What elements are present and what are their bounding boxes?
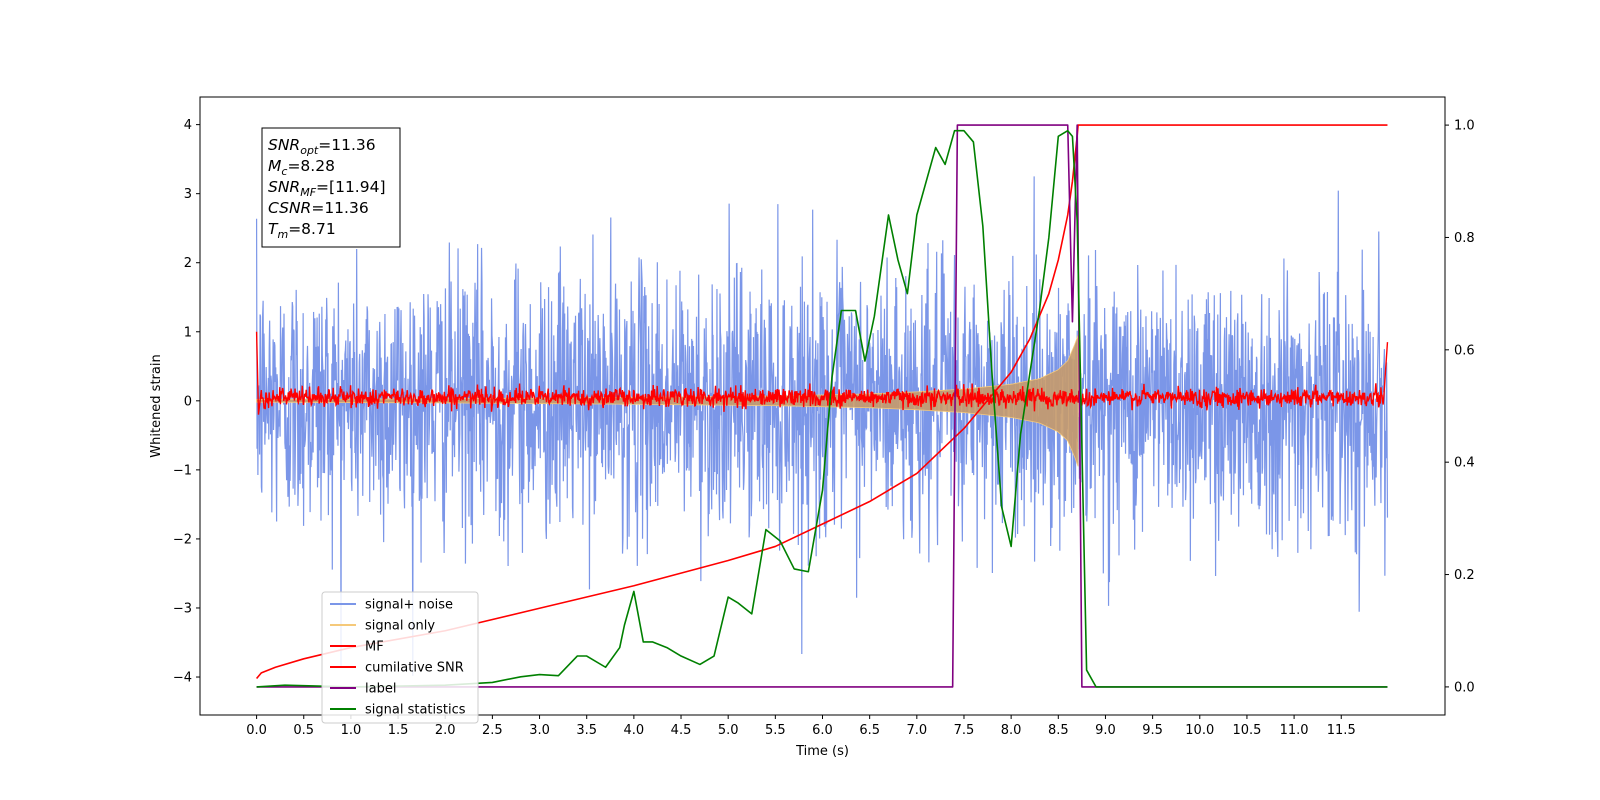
x-tick-label: 4.0 bbox=[624, 723, 645, 738]
annotation-line: Mc=8.28 bbox=[268, 157, 335, 178]
legend-entry-label: cumilative SNR bbox=[365, 661, 464, 676]
x-tick-label: 9.5 bbox=[1142, 723, 1163, 738]
y-left-tick-label: 4 bbox=[184, 118, 192, 133]
y-left-tick-label: −3 bbox=[173, 601, 192, 616]
x-tick-label: 1.5 bbox=[388, 723, 409, 738]
x-tick-label: 2.5 bbox=[482, 723, 503, 738]
annotation-box: SNRopt=11.36Mc=8.28SNRMF=[11.94]CSNR=11.… bbox=[261, 127, 401, 248]
x-tick-label: 0.5 bbox=[293, 723, 314, 738]
y-left-tick-label: −4 bbox=[173, 671, 192, 686]
y-right-tick-label: 0.0 bbox=[1454, 680, 1475, 695]
x-tick-label: 2.0 bbox=[435, 723, 456, 738]
x-tick-label: 9.0 bbox=[1095, 723, 1116, 738]
annotation-line: Tm=8.71 bbox=[268, 220, 336, 241]
series-signal-only bbox=[256, 335, 1079, 467]
annotation-line: CSNR=11.36 bbox=[268, 199, 369, 217]
y-left-tick-label: 0 bbox=[184, 394, 192, 409]
legend-entry-label: signal statistics bbox=[365, 703, 466, 718]
x-tick-label: 1.0 bbox=[341, 723, 362, 738]
y-left-tick-label: −2 bbox=[173, 532, 192, 547]
x-tick-label: 3.5 bbox=[576, 723, 597, 738]
y-left-tick-label: 2 bbox=[184, 256, 192, 271]
x-tick-label: 10.0 bbox=[1185, 723, 1214, 738]
x-tick-label: 6.0 bbox=[812, 723, 833, 738]
y-right-tick-label: 0.6 bbox=[1454, 343, 1475, 358]
y-right-tick-label: 0.2 bbox=[1454, 568, 1475, 583]
series-label bbox=[256, 124, 1388, 688]
x-tick-label: 10.5 bbox=[1232, 723, 1261, 738]
y-axis-label: Whitened strain bbox=[149, 354, 164, 457]
y-right-tick-label: 0.8 bbox=[1454, 231, 1475, 246]
series-mf bbox=[255, 331, 1389, 415]
y-axis-right: 1.0 0.8 0.6 0.4 0.2 0.0 bbox=[1445, 119, 1475, 695]
legend: signal+ noise signal only MF cumilative SNR… bbox=[321, 591, 479, 724]
x-tick-label: 8.5 bbox=[1048, 723, 1069, 738]
x-axis: 0.0 0.5 1.0 1.5 2.0 2.5 3.0 3.5 4.0 4.5 5.0 5.5 6.0 6… bbox=[246, 715, 1356, 738]
annotation-line: SNRopt=11.36 bbox=[268, 136, 376, 157]
x-tick-label: 0.0 bbox=[246, 723, 267, 738]
legend-entry-label: signal only bbox=[365, 619, 435, 634]
x-axis-label: Time (s) bbox=[795, 744, 849, 759]
legend-entry-label: label bbox=[365, 682, 396, 697]
x-tick-label: 7.0 bbox=[906, 723, 927, 738]
x-tick-label: 3.0 bbox=[529, 723, 550, 738]
x-tick-label: 11.5 bbox=[1327, 723, 1356, 738]
x-tick-label: 5.5 bbox=[765, 723, 786, 738]
series-signal-statistics bbox=[256, 129, 1388, 688]
annotation-frame bbox=[261, 127, 401, 248]
x-tick-label: 5.0 bbox=[718, 723, 739, 738]
y-left-tick-label: 3 bbox=[184, 187, 192, 202]
x-tick-label: 4.5 bbox=[671, 723, 692, 738]
x-tick-label: 11.0 bbox=[1280, 723, 1309, 738]
series-layer bbox=[255, 124, 1389, 688]
y-left-tick-label: −1 bbox=[173, 463, 192, 478]
annotation-line: SNRMF=[11.94] bbox=[268, 178, 386, 199]
x-tick-label: 6.5 bbox=[859, 723, 880, 738]
x-tick-label: 8.0 bbox=[1001, 723, 1022, 738]
legend-frame bbox=[321, 591, 479, 724]
y-right-tick-label: 1.0 bbox=[1454, 119, 1475, 134]
y-right-tick-label: 0.4 bbox=[1454, 456, 1475, 471]
x-tick-label: 7.5 bbox=[954, 723, 975, 738]
legend-entry-label: signal+ noise bbox=[365, 598, 453, 613]
y-left-tick-label: 1 bbox=[184, 325, 192, 340]
y-axis-left: 4 3 2 1 0 −1 −2 −3 −4 bbox=[173, 118, 200, 686]
legend-entry-label: MF bbox=[365, 640, 384, 655]
